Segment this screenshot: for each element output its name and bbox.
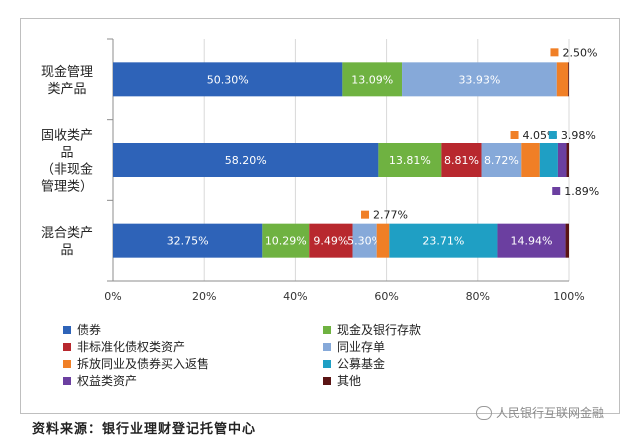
category-label: 管理类） xyxy=(41,180,93,195)
x-tick-label: 80% xyxy=(466,290,490,303)
callout-label: 3.98% xyxy=(561,129,596,142)
bar-segment xyxy=(262,223,310,258)
data-label: 8.72% xyxy=(484,154,519,167)
legend-swatch xyxy=(323,360,331,368)
x-tick-label: 100% xyxy=(553,290,584,303)
bar-segment xyxy=(481,143,522,177)
legend-label: 债券 xyxy=(77,322,101,337)
data-label: 33.93% xyxy=(458,73,500,86)
category-label: 品 xyxy=(60,243,73,258)
callout-marker xyxy=(510,131,519,139)
data-label: 32.75% xyxy=(167,235,209,248)
bar-segment xyxy=(556,62,569,97)
bar-segment xyxy=(568,62,569,97)
bar-segment xyxy=(389,223,498,258)
data-label: 13.81% xyxy=(389,154,431,167)
legend-label: 现金及银行存款 xyxy=(337,322,421,337)
legend-swatch xyxy=(323,326,331,334)
callout-marker xyxy=(548,131,557,139)
legend-swatch xyxy=(63,326,71,334)
data-label: 50.30% xyxy=(207,73,249,86)
bar-segment xyxy=(309,223,353,258)
data-label: 58.20% xyxy=(225,154,267,167)
legend-swatch xyxy=(63,377,71,385)
callout-label: 2.50% xyxy=(562,46,597,59)
category-label: 类产品 xyxy=(47,82,86,97)
bar-segment xyxy=(557,143,567,177)
legend-label: 非标准化债权类资产 xyxy=(77,340,185,354)
watermark: 人民银行互联网金融 xyxy=(476,404,604,421)
legend-label: 其他 xyxy=(337,374,361,388)
data-label: 14.94% xyxy=(511,235,553,248)
legend-label: 同业存单 xyxy=(337,340,385,354)
category-label: 品 xyxy=(60,146,73,161)
category-label: 现金管理 xyxy=(41,64,93,80)
data-label: 9.49% xyxy=(313,235,348,248)
legend-label: 拆放同业及债券买入返售 xyxy=(77,356,209,371)
callout-label: 4.05% xyxy=(523,129,558,142)
x-tick-label: 20% xyxy=(192,290,216,303)
bar-segment xyxy=(113,62,343,97)
data-label: 8.81% xyxy=(444,154,479,167)
bar-segment xyxy=(441,143,482,177)
wechat-icon xyxy=(476,405,492,420)
watermark-text: 人民银行互联网金融 xyxy=(496,406,605,420)
bar-segment xyxy=(113,223,263,258)
bar-segment xyxy=(566,143,569,177)
legend-swatch xyxy=(323,343,331,351)
x-tick-label: 40% xyxy=(283,290,307,303)
data-label: 10.29% xyxy=(265,235,307,248)
data-label: 23.71% xyxy=(422,235,464,248)
legend-label: 权益类资产 xyxy=(77,374,137,388)
bar-segment xyxy=(521,143,540,177)
legend-swatch xyxy=(63,343,71,351)
callout-marker xyxy=(552,187,561,195)
callout-label: 2.77% xyxy=(373,209,408,222)
bar-segment xyxy=(539,143,558,177)
callout-marker xyxy=(550,48,559,57)
data-label: 13.09% xyxy=(351,73,393,86)
x-tick-label: 0% xyxy=(104,290,121,303)
bar-segment xyxy=(378,143,442,177)
bar-segment xyxy=(497,223,566,258)
bar-segment xyxy=(565,223,569,258)
bar-segment xyxy=(113,143,379,177)
bar-segment xyxy=(376,223,390,258)
bar-segment xyxy=(342,62,403,97)
bar-segment xyxy=(402,62,557,97)
source-note: 资料来源：银行业理财登记托管中心 xyxy=(32,422,257,437)
category-label: （非现金 xyxy=(41,162,93,178)
legend-swatch xyxy=(323,377,331,385)
bar-segment xyxy=(352,223,377,258)
callout-label: 1.89% xyxy=(564,185,599,198)
legend-swatch xyxy=(63,360,71,368)
data-label: 5.30% xyxy=(347,235,382,248)
callout-marker xyxy=(361,210,370,219)
chart-frame: 0% 20% 40% 60% 80% 100% 现金管理类产品 50.30% 13.09% 33.… xyxy=(20,18,620,414)
x-tick-label: 60% xyxy=(374,290,398,303)
category-label: 固收类产 xyxy=(41,129,93,144)
category-label: 混合类产 xyxy=(41,226,93,241)
legend-label: 公募基金 xyxy=(337,356,385,371)
